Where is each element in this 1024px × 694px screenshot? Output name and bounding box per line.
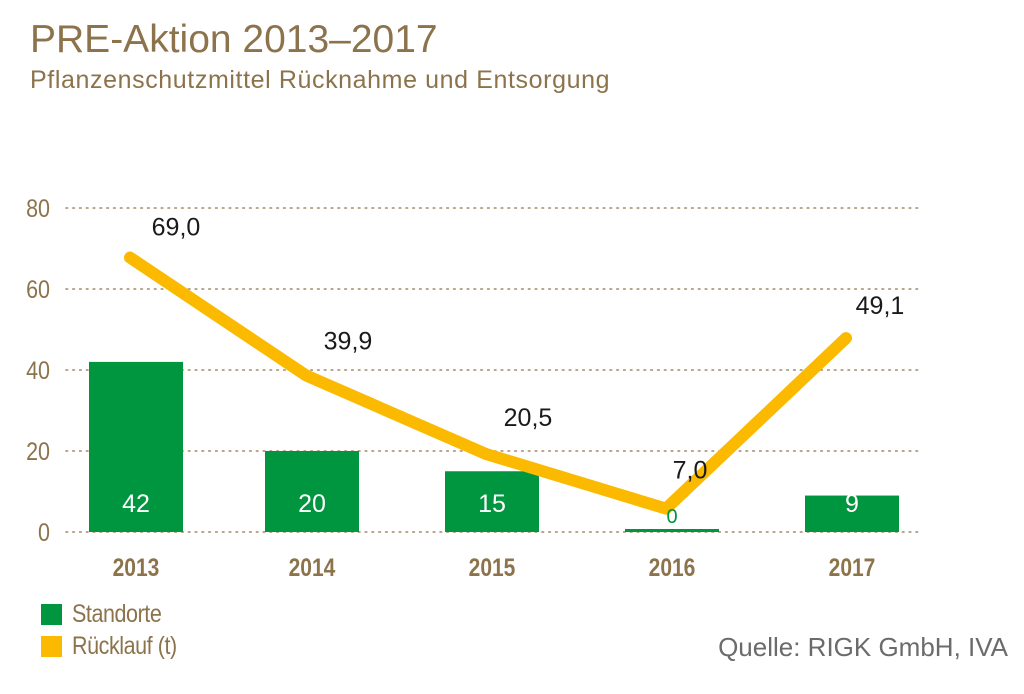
x-tick-label-2014: 2014 [289,553,336,581]
line-label-2016: 7,0 [673,457,708,485]
y-axis-ticks: 0 20 40 60 80 [26,194,50,546]
x-tick-label-2017: 2017 [829,553,876,581]
bars [89,361,899,532]
y-tick-label-20: 20 [26,437,50,465]
legend-swatch-standorte [41,603,62,625]
y-tick-label-80: 80 [26,194,50,222]
line-ruecklauf [124,251,852,515]
legend-label-ruecklauf: Rücklauf (t) [72,631,177,660]
line-series [124,251,852,515]
y-tick-label-60: 60 [26,275,50,303]
x-axis-ticks: 2013 2014 2015 2016 2017 [113,553,876,581]
bar-value-labels: 42 20 15 0 9 [122,490,859,528]
x-tick-label-2015: 2015 [469,553,516,581]
line-label-2015: 20,5 [504,404,553,432]
x-tick-label-2016: 2016 [649,553,696,581]
bar-label-2015: 15 [478,490,506,518]
legend: Standorte Rücklauf (t) [41,598,194,662]
line-label-2017: 49,1 [856,292,905,320]
bar-2016 [625,529,719,532]
bar-label-2014: 20 [298,490,326,518]
bar-2013 [89,361,183,532]
x-tick-label-2013: 2013 [113,553,160,581]
bar-2014 [265,451,359,532]
line-label-2014: 39,9 [324,327,373,355]
line-label-2013: 69,0 [152,214,201,242]
legend-item-standorte: Standorte [41,598,194,630]
legend-item-ruecklauf: Rücklauf (t) [41,630,194,662]
bar-label-2016: 0 [666,506,677,528]
bar-label-2013: 42 [122,490,150,518]
y-tick-label-40: 40 [26,356,50,384]
bar-2015 [445,471,539,532]
line-value-labels: 69,0 39,9 20,5 7,0 49,1 [152,214,905,485]
bar-label-2017: 9 [845,490,859,518]
bar-2017 [805,495,899,532]
legend-label-standorte: Standorte [72,599,162,628]
chart-title: PRE-Aktion 2013–2017 [30,18,438,61]
source-note: Quelle: RIGK GmbH, IVA [718,632,1008,662]
legend-swatch-ruecklauf [41,635,62,657]
gridlines [65,207,919,533]
chart-subtitle: Pflanzenschutzmittel Rücknahme und Entso… [30,66,611,94]
y-tick-label-0: 0 [38,518,50,546]
